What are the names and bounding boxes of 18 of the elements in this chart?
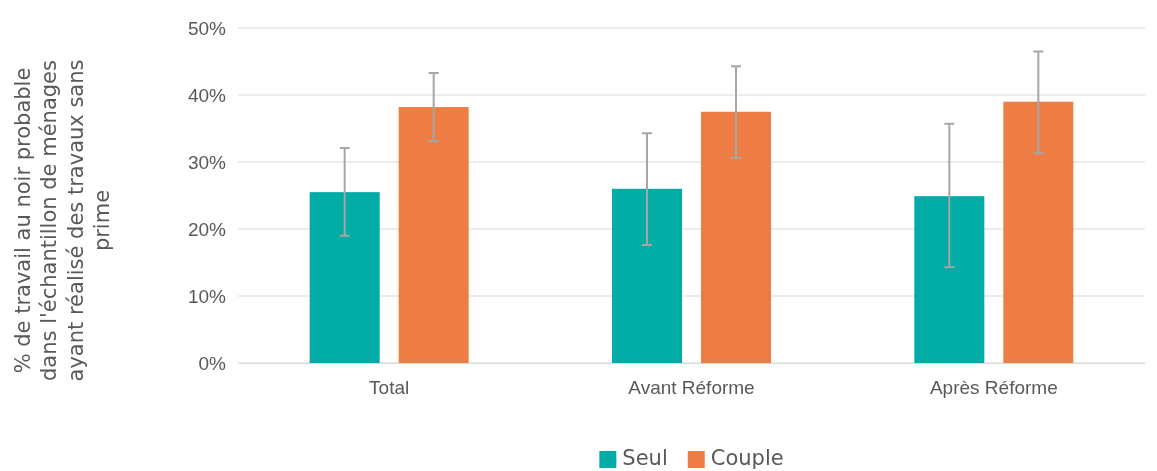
- bar: [612, 188, 682, 363]
- bar: [701, 111, 771, 363]
- y-tick-label: 20%: [187, 218, 227, 240]
- y-tick-label: 0%: [198, 352, 227, 374]
- bar: [309, 192, 380, 363]
- y-tick-label: 30%: [187, 151, 227, 173]
- bar: [1003, 101, 1074, 363]
- x-tick-label: Après Réforme: [929, 377, 1058, 399]
- x-tick-label: Total: [369, 377, 410, 399]
- y-axis-title: % de travail au noir probable dans l'échantillon de ménages ayant réalisé des travaux sans prime: [11, 59, 114, 382]
- bar: [398, 107, 469, 363]
- y-tick-label: 10%: [187, 285, 227, 307]
- y-tick-label: 40%: [187, 84, 227, 106]
- legend-label: Seul: [622, 446, 668, 470]
- y-tick-label: 50%: [187, 17, 227, 39]
- bar: [914, 196, 985, 363]
- legend-label: Couple: [710, 446, 784, 470]
- x-tick-label: Avant Réforme: [628, 377, 755, 399]
